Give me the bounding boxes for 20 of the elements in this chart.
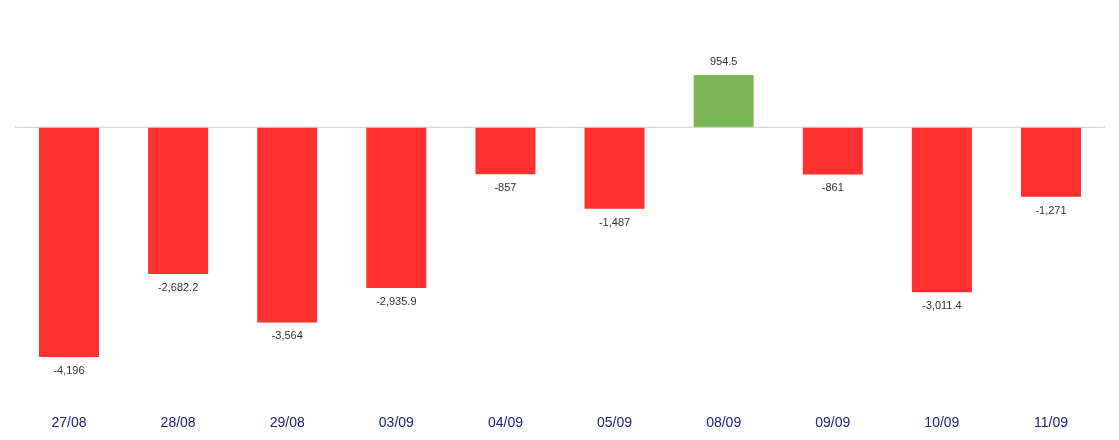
data-label: -861 [821,181,844,194]
data-label: -2,935.9 [376,295,417,308]
data-label: 954.5 [709,55,738,67]
data-label: -2,682.2 [157,281,199,294]
data-label: -3,011.4 [922,299,962,312]
data-label: -4,196 [53,364,85,376]
x-tick-label: 29/08 [269,413,305,430]
x-tick-label: 10/09 [924,413,960,430]
x-tick-label: 28/08 [160,413,196,430]
data-label: -1,271 [1035,203,1067,216]
data-label: -1,487 [598,215,631,228]
data-label: -3,564 [271,329,303,342]
x-tick-label: 11/09 [1033,413,1069,430]
x-tick-label: 27/08 [51,413,87,430]
data-label: -857 [494,181,517,194]
x-tick-label: 04/09 [487,413,524,430]
x-tick-label: 03/09 [378,413,415,430]
x-tick-label: 05/09 [597,413,633,430]
x-tick-label: 08/09 [706,413,742,430]
x-tick-label: 09/09 [815,413,851,430]
